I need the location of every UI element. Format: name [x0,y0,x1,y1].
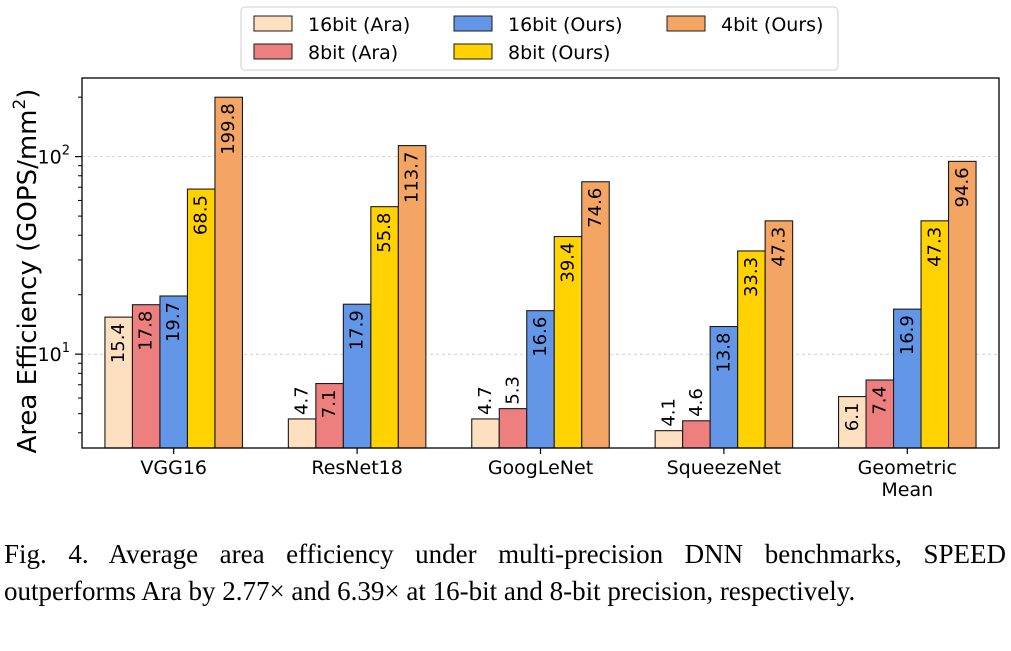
bar-value-label-1-1: 7.1 [319,390,340,419]
bar-3-3 [737,250,766,449]
y-axis-label: Area Efficiency (GOPS/mm2) [10,89,43,454]
area-efficiency-bar-chart: 101 102 15.4 17.8 19.7 68.5 199.8 VGG16 4.7 7.1 17… [10,6,1000,501]
bar-value-label-2-1: 5.3 [503,376,524,405]
x-tick-label-1: ResNet18 [311,457,402,479]
bar-value-label-3-4: 47.3 [768,227,789,267]
y-tick-label-0: 101 [38,341,70,366]
bar-0-1 [131,304,161,449]
bar-value-label-0-3: 68.5 [191,195,212,235]
legend-swatch-1 [253,43,293,60]
bar-3-4 [764,220,794,449]
x-tick-label-3: SqueezeNet [667,457,782,479]
legend-label-3: 8bit (Ours) [508,42,610,64]
bar-0-2 [159,295,188,449]
bar-0-0 [104,316,133,449]
bar-value-label-1-3: 55.8 [374,213,395,253]
bar-value-label-4-0: 6.1 [842,403,863,432]
legend-label-2: 16bit (Ours) [508,14,623,36]
bar-2-0 [471,418,500,449]
legend-label-4: 4bit (Ours) [721,14,823,36]
legend-label-0: 16bit (Ara) [308,14,410,36]
bar-3-0 [654,430,684,449]
bar-1-3 [370,206,399,449]
bar-value-label-1-2: 17.9 [347,310,368,350]
bar-value-label-0-1: 17.8 [136,311,157,351]
chart-container: 101 102 15.4 17.8 19.7 68.5 199.8 VGG16 4.7 7.1 17… [10,6,1000,501]
bar-3-2 [709,325,739,449]
y-tick-label-1: 102 [38,144,70,169]
bar-value-label-3-0: 4.1 [658,398,679,427]
bar-1-2 [342,303,372,449]
bar-value-label-1-0: 4.7 [292,386,313,415]
legend-swatch-2 [453,15,493,32]
bar-value-label-4-1: 7.4 [869,386,890,415]
bar-value-label-2-3: 39.4 [558,243,579,283]
bar-1-0 [287,418,317,449]
x-tick-label-2: GoogLeNet [488,457,593,479]
bar-value-label-3-2: 13.8 [713,333,734,373]
bar-value-label-0-2: 19.7 [163,302,184,342]
bar-value-label-0-4: 199.8 [218,103,239,155]
bar-value-label-2-0: 4.7 [475,386,496,415]
figure-caption: Fig. 4. Average area efficiency under mu… [4,539,1006,606]
bar-value-label-3-1: 4.6 [686,388,707,417]
bar-4-4 [947,160,977,449]
bar-value-label-4-3: 47.3 [924,227,945,267]
legend-swatch-3 [453,43,493,60]
bar-value-label-2-4: 74.6 [585,188,606,228]
bar-1-1 [315,383,344,449]
x-tick-label-4: Geometric Mean [858,457,957,501]
bar-value-label-2-2: 16.6 [530,317,551,357]
legend-swatch-0 [253,15,293,32]
bar-value-label-0-0: 15.4 [108,323,129,363]
legend-label-1: 8bit (Ara) [308,42,398,64]
plot-frame [81,77,1000,449]
bar-value-label-1-4: 113.7 [402,152,423,204]
bar-0-3 [186,188,216,449]
bar-4-2 [892,308,922,449]
bar-value-label-3-3: 33.3 [741,257,762,297]
bar-2-1 [498,408,528,449]
x-tick-label-0: VGG16 [140,457,207,479]
bar-value-label-4-2: 16.9 [897,315,918,355]
legend-swatch-4 [666,15,706,32]
bar-value-label-4-4: 94.6 [952,167,973,207]
bar-3-1 [682,420,711,449]
bar-1-4 [397,145,427,449]
